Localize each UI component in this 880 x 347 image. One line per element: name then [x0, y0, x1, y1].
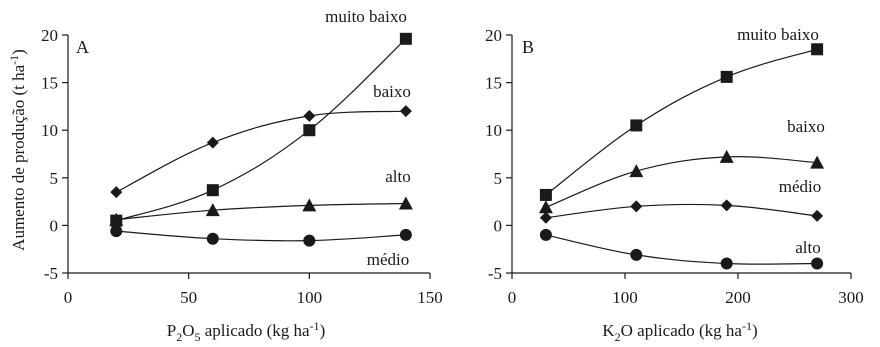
series-line-medio-a: [116, 230, 406, 242]
data-point-alto-a: [205, 203, 220, 217]
y-tick-label-b: 5: [494, 169, 503, 188]
series-label-baixo-a: baixo: [373, 82, 411, 101]
data-point-muito-baixo-b: [630, 119, 643, 132]
x-tick-label-b: 100: [612, 288, 638, 307]
series-line-medio-b: [545, 203, 818, 219]
data-point-alto-b: [811, 257, 824, 270]
data-point-muito-baixo-b: [539, 188, 552, 201]
data-point-medio-a: [303, 234, 316, 247]
y-tick-label-b: 10: [485, 121, 502, 140]
data-point-baixo-b: [538, 200, 553, 214]
data-point-medio-a: [399, 228, 412, 241]
data-point-alto-a: [302, 198, 317, 212]
data-point-baixo-a: [206, 136, 219, 149]
y-tick-label-b: 15: [485, 74, 502, 93]
chart-marks-a: -5 0 5 10 15 20 0 50 100 150 muito baixo baixo alto m…: [41, 7, 443, 307]
data-point-muito-baixo-b: [811, 43, 824, 56]
data-point-medio-b: [539, 211, 552, 224]
data-point-alto-a: [398, 196, 413, 210]
data-point-alto-b: [630, 248, 643, 261]
y-tick-label-b: 0: [494, 216, 503, 235]
data-point-alto-b: [539, 228, 552, 241]
series-line-baixo-b: [545, 156, 818, 208]
y-tick-label-a: 15: [41, 74, 58, 93]
series-label-muito-baixo-b: muito baixo: [737, 25, 819, 44]
series-label-alto-b: alto: [795, 238, 821, 257]
data-point-baixo-a: [303, 109, 316, 122]
y-tick-label-a: -5: [44, 264, 58, 283]
series-label-baixo-b: baixo: [787, 117, 825, 136]
x-tick-label-b: 200: [725, 288, 751, 307]
panel-label-a: A: [76, 37, 89, 57]
data-point-medio-b: [720, 199, 733, 212]
panel-label-b: B: [522, 37, 534, 57]
series-line-baixo-a: [116, 110, 406, 193]
data-point-medio-a: [110, 225, 123, 238]
y-tick-label-a: 0: [50, 216, 59, 235]
series-label-muito-baixo-a: muito baixo: [325, 7, 407, 26]
series-line-muito-baixo-a: [116, 38, 407, 222]
data-point-medio-b: [630, 200, 643, 213]
y-tick-label-b: -5: [488, 264, 502, 283]
data-point-baixo-b: [719, 149, 734, 163]
data-point-medio-b: [811, 209, 824, 222]
series-label-medio-a: médio: [367, 250, 410, 269]
series-line-alto-b: [545, 234, 818, 265]
data-point-baixo-a: [399, 105, 412, 118]
data-point-muito-baixo-a: [303, 124, 316, 137]
series-line-alto-a: [116, 202, 406, 221]
x-tick-label-a: 0: [64, 288, 73, 307]
x-tick-label-a: 150: [417, 288, 443, 307]
y-tick-label-a: 20: [41, 26, 58, 45]
chart-panel-a: A -5 0 5 10 15 20 0 50 100 150 muito baixo baixo alt…: [41, 7, 443, 344]
y-axis-label: Aumento de produção (t ha-1): [7, 49, 28, 251]
data-point-alto-a: [109, 212, 124, 226]
data-point-muito-baixo-a: [399, 32, 412, 45]
series-label-alto-a: alto: [385, 167, 411, 186]
y-tick-label-b: 20: [485, 26, 502, 45]
x-tick-label-b: 300: [838, 288, 864, 307]
x-tick-label-a: 50: [180, 288, 197, 307]
x-axis-label-b: K2O aplicado (kg ha-1): [602, 319, 757, 344]
x-tick-label-a: 100: [297, 288, 323, 307]
y-tick-label-a: 5: [50, 169, 59, 188]
y-tick-label-a: 10: [41, 121, 58, 140]
data-point-baixo-b: [629, 164, 644, 178]
data-point-muito-baixo-a: [206, 184, 219, 197]
data-point-muito-baixo-b: [720, 70, 733, 83]
x-axis-label-a: P2O5 aplicado (kg ha-1): [167, 319, 325, 344]
data-point-baixo-b: [810, 155, 825, 169]
x-tick-label-b: 0: [508, 288, 517, 307]
data-point-alto-b: [720, 257, 733, 270]
data-point-baixo-a: [110, 186, 123, 199]
data-point-medio-a: [206, 232, 219, 245]
series-line-muito-baixo-b: [545, 48, 818, 196]
series-label-medio-b: médio: [779, 177, 822, 196]
